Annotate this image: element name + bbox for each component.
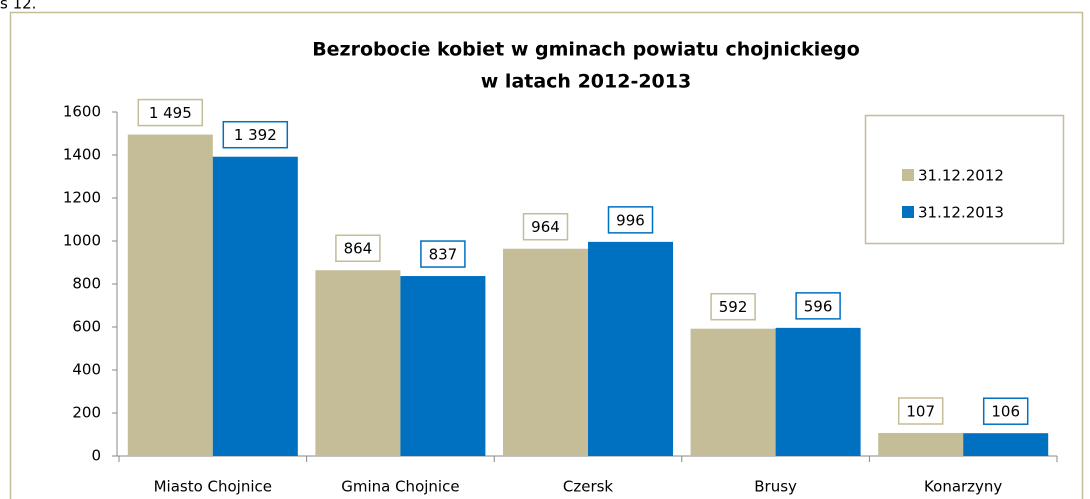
data-label-box	[982, 397, 1029, 425]
bar	[212, 156, 298, 456]
bar	[503, 248, 588, 456]
data-label: 592	[719, 298, 748, 316]
x-tick-label: Gmina Chojnice	[341, 478, 459, 496]
y-tick-label: 1200	[63, 189, 101, 207]
data-label-box	[710, 292, 756, 321]
data-label-box	[897, 397, 944, 425]
x-tick-label: Brusy	[754, 478, 797, 496]
chart-title: w latach 2012-2013	[481, 71, 691, 93]
data-label-box	[607, 206, 654, 234]
data-label-box	[420, 240, 466, 268]
data-label: 837	[429, 246, 458, 264]
data-label-box	[335, 234, 381, 262]
data-label: 1 392	[234, 126, 277, 144]
y-tick-label: 600	[72, 318, 101, 336]
data-label-box	[222, 120, 289, 149]
chart-frame	[9, 11, 1084, 499]
data-label: 864	[344, 240, 373, 258]
data-label: 996	[616, 211, 645, 229]
y-tick-label: 1400	[63, 146, 101, 164]
x-tick-label: Czersk	[563, 478, 614, 496]
legend-swatch	[902, 169, 914, 181]
data-label: 596	[804, 297, 833, 315]
legend-box	[864, 114, 1065, 245]
data-label-box	[795, 292, 841, 320]
y-tick-label: 200	[72, 404, 101, 422]
bar	[400, 276, 486, 456]
x-tick-label: Konarzyny	[924, 478, 1002, 496]
data-label: 106	[991, 403, 1020, 421]
y-tick-label: 1000	[63, 232, 101, 250]
y-tick-label: 0	[91, 447, 101, 465]
legend-label: 31.12.2013	[918, 204, 1004, 222]
y-tick-label: 1600	[63, 103, 101, 121]
x-tick-label: Miasto Chojnice	[154, 478, 272, 496]
bar	[878, 432, 964, 456]
legend-label: 31.12.2012	[918, 167, 1004, 185]
data-label-box	[137, 98, 204, 127]
y-tick-label: 800	[72, 275, 101, 293]
data-label: 1 495	[149, 104, 192, 122]
chart-title: Bezrobocie kobiet w gminach powiatu choj…	[312, 39, 860, 61]
bar	[588, 241, 673, 456]
data-label-box	[522, 212, 569, 241]
legend-swatch	[902, 206, 914, 218]
y-tick-label: 400	[72, 361, 101, 379]
bar	[775, 327, 861, 456]
data-label: 964	[531, 218, 560, 236]
bar	[127, 134, 213, 456]
data-label: 107	[906, 402, 935, 420]
bar	[690, 328, 776, 456]
bar	[315, 270, 401, 456]
bar	[963, 433, 1049, 456]
caption: s 12.	[0, 0, 36, 13]
